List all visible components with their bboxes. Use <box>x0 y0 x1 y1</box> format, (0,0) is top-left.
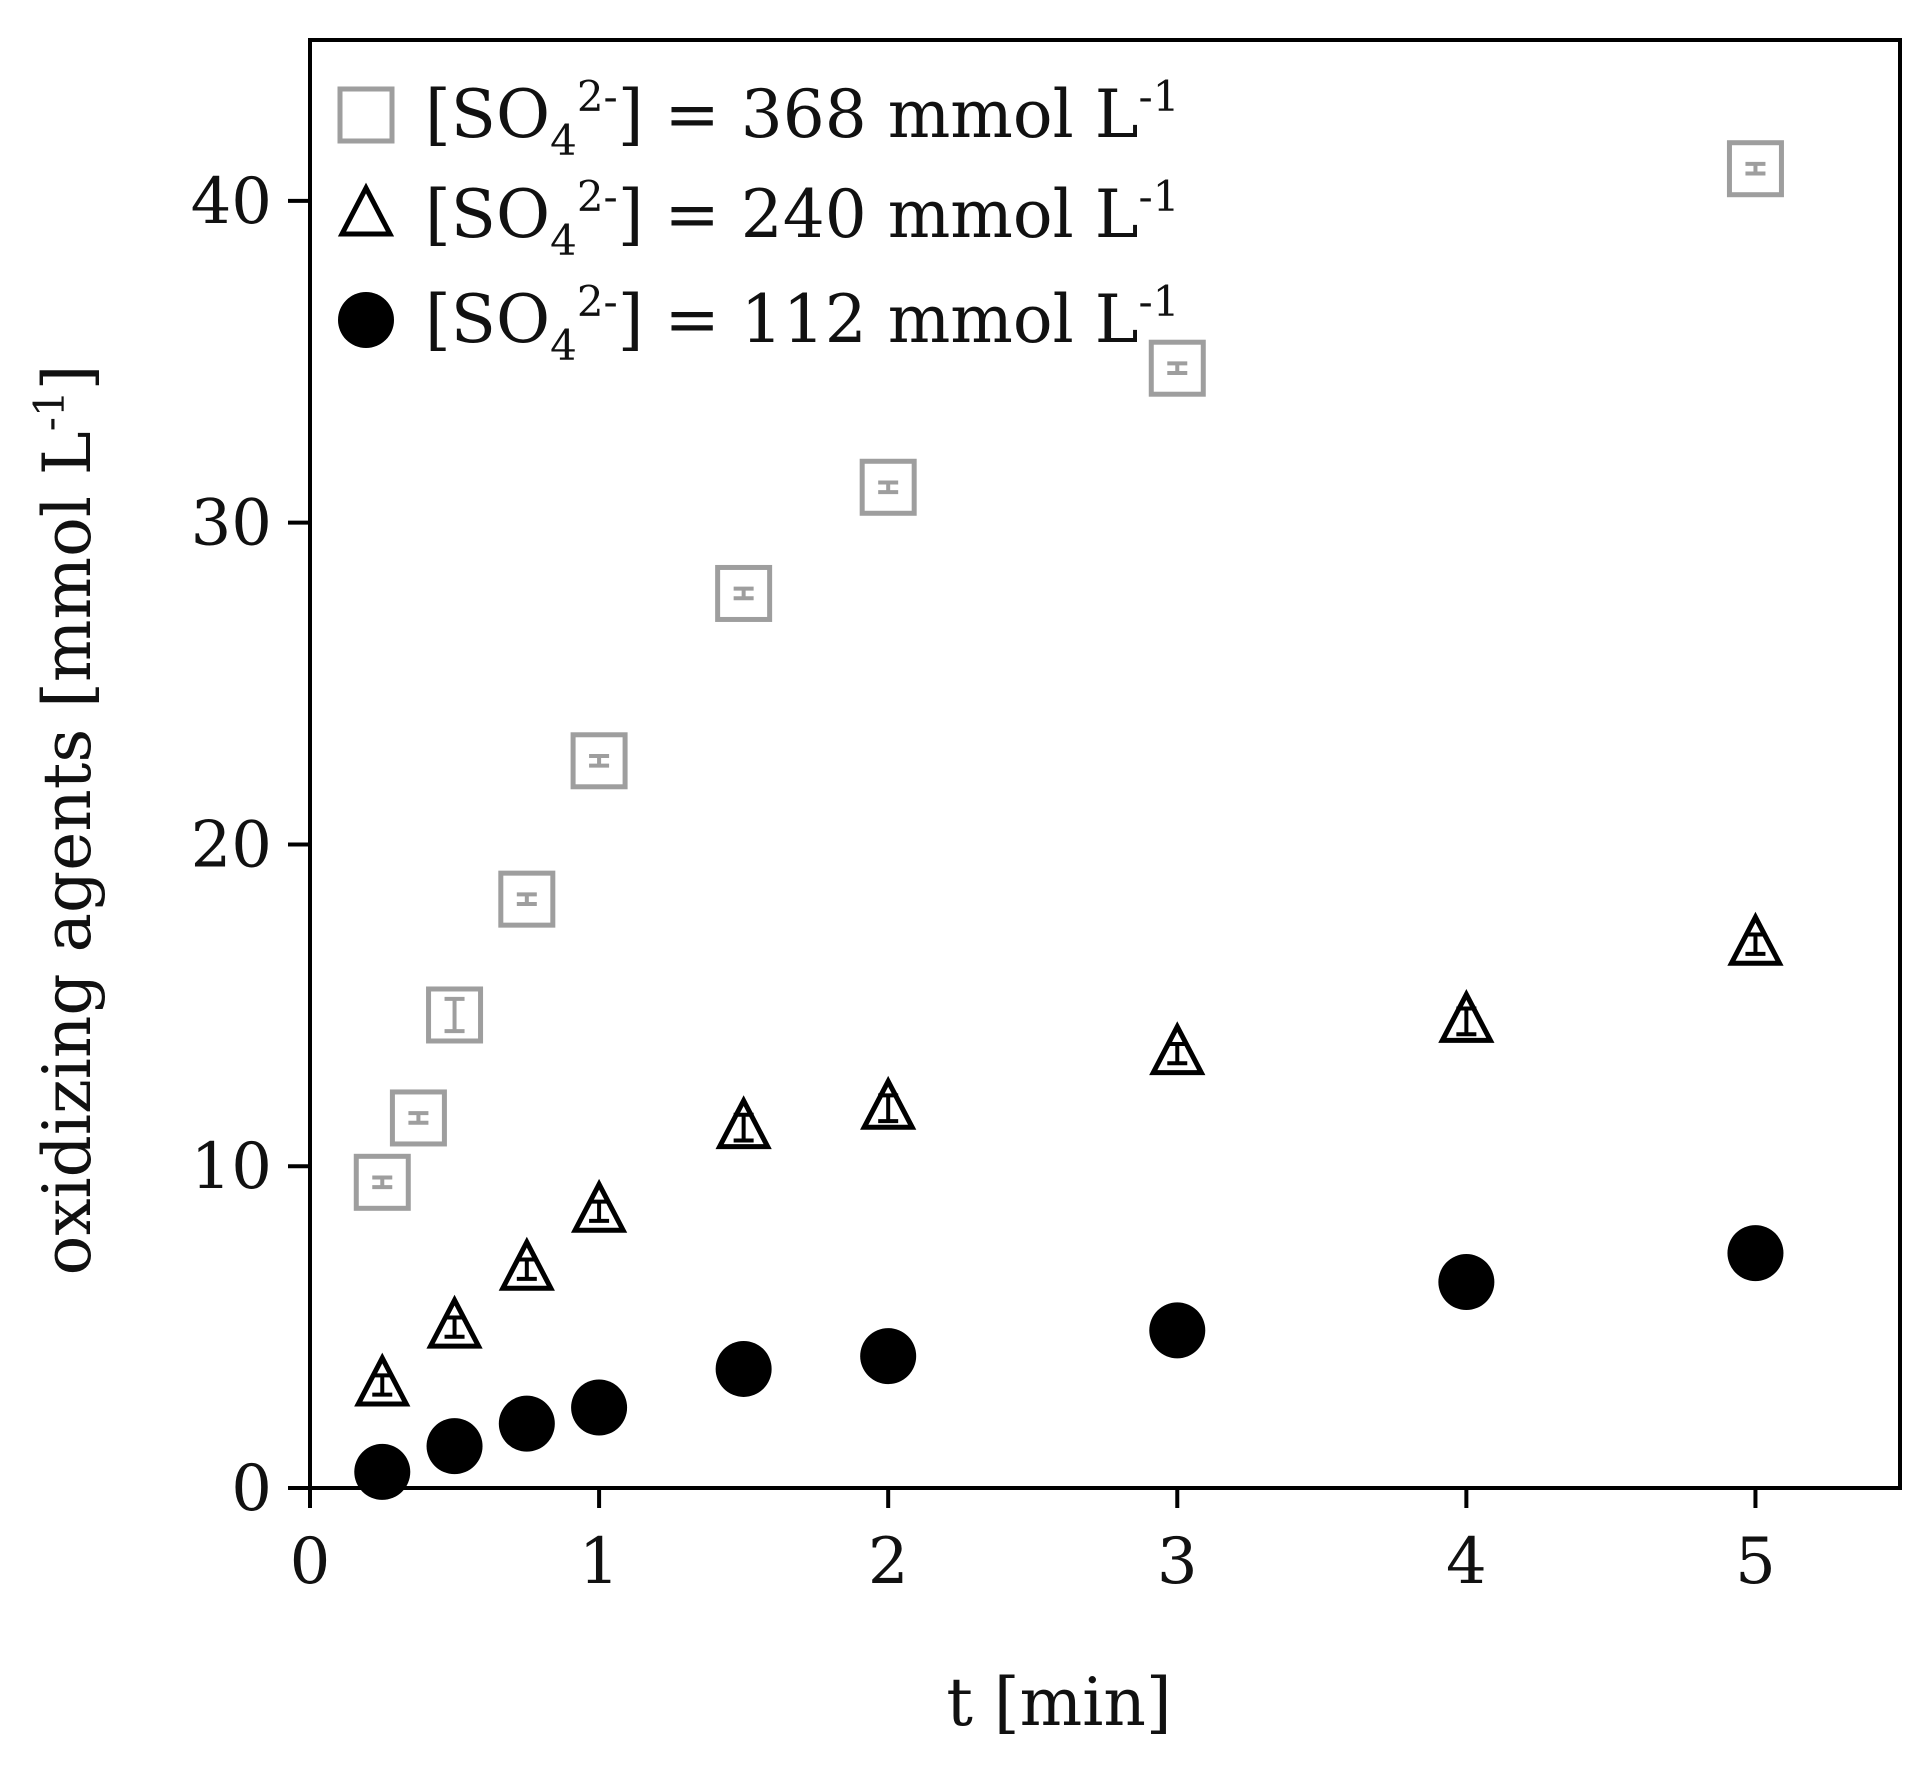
data-point-circle <box>1149 1302 1206 1359</box>
plot-area-frame <box>308 38 1902 1490</box>
legend-label-part: 4 <box>550 116 577 165</box>
x-tick-label: 1 <box>579 1525 620 1599</box>
legend-label: [SO42-] = 368 mmol L-1 <box>425 72 1179 165</box>
x-tick-label: 4 <box>1446 1525 1487 1599</box>
y-axis-title: oxidizing agents [mmol L-1] <box>25 365 106 1276</box>
legend-label-part: 4 <box>550 321 577 370</box>
data-points <box>353 140 1784 1500</box>
legend-marker-triangle <box>337 182 395 237</box>
y-tick-label: 10 <box>191 1130 272 1204</box>
x-axis-title: t [min] <box>946 1664 1171 1741</box>
series-circle <box>354 1225 1784 1500</box>
series-square <box>353 140 1784 1211</box>
data-point-circle <box>1438 1254 1495 1311</box>
y-tick-label: 40 <box>191 165 272 239</box>
legend-label-part: -1 <box>1139 172 1180 221</box>
y-axis-title-end: ] <box>29 365 106 391</box>
legend-label: [SO42-] = 112 mmol L-1 <box>425 277 1179 370</box>
x-axis-ticks: 0 1 2 3 4 5 <box>290 1488 1776 1599</box>
legend-label-part: -1 <box>1139 277 1180 326</box>
legend-label: [SO42-] = 240 mmol L-1 <box>425 172 1179 265</box>
data-point-circle <box>426 1418 483 1475</box>
data-point-circle <box>354 1443 411 1500</box>
y-axis-ticks: 0 10 20 30 40 <box>191 165 310 1526</box>
y-tick-label: 0 <box>231 1452 272 1526</box>
y-tick-label: 20 <box>191 808 272 882</box>
legend-label-part: 4 <box>550 216 577 265</box>
legend-label-part: 2- <box>577 172 618 221</box>
data-point-circle <box>498 1395 555 1452</box>
y-axis-title-sup: -1 <box>25 390 74 431</box>
legend-label-part: [SO <box>425 76 550 153</box>
data-point-circle <box>571 1379 628 1436</box>
legend-label-part: ] = 240 mmol L <box>618 176 1139 253</box>
y-tick-label: 30 <box>191 487 272 561</box>
y-axis-title-main: oxidizing agents [mmol L <box>29 431 106 1275</box>
series-triangle <box>354 911 1784 1407</box>
legend: [SO42-] = 368 mmol L-1[SO42-] = 240 mmol… <box>337 72 1179 370</box>
x-tick-label: 2 <box>868 1525 909 1599</box>
data-point-circle <box>1727 1225 1784 1282</box>
legend-label-part: -1 <box>1139 72 1180 121</box>
legend-label-part: 2- <box>577 277 618 326</box>
data-point-circle <box>860 1328 917 1385</box>
data-point-circle <box>715 1340 772 1397</box>
legend-label-part: ] = 112 mmol L <box>618 281 1139 358</box>
legend-label-part: [SO <box>425 281 550 358</box>
legend-label-part: 2- <box>577 72 618 121</box>
legend-label-part: ] = 368 mmol L <box>618 76 1139 153</box>
x-tick-label: 5 <box>1735 1525 1776 1599</box>
x-tick-label: 0 <box>290 1525 331 1599</box>
x-tick-label: 3 <box>1157 1525 1198 1599</box>
legend-marker-circle <box>338 292 394 348</box>
legend-label-part: [SO <box>425 176 550 253</box>
legend-marker-square <box>337 86 395 144</box>
